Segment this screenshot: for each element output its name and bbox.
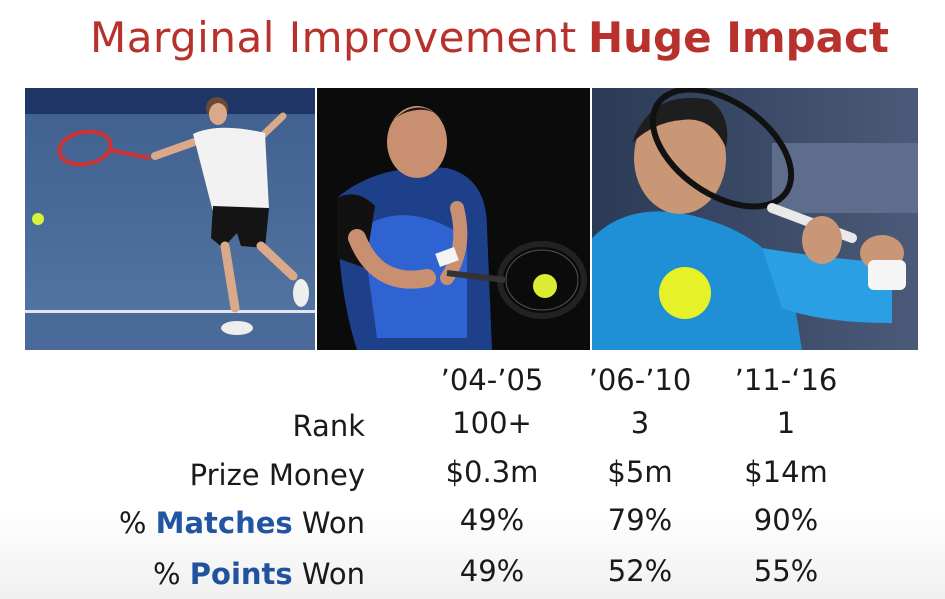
tennis-player-photo-mid [317, 88, 590, 350]
matches-won-value: 90% [753, 503, 819, 537]
prize-money-value: $14m [744, 455, 828, 489]
rank-value: 3 [630, 406, 650, 440]
row-label-prize-money: Prize Money [189, 458, 365, 492]
row-label-matches-won: % Matches Won [119, 505, 365, 541]
period-header-3: ’11-‘16 [734, 363, 838, 397]
row-label-points-won: % Points Won [153, 556, 365, 592]
tennis-player-photo-late [592, 88, 918, 350]
label-highlight-matches: Matches [155, 506, 293, 540]
period-header-1: ’04-’05 [440, 363, 544, 397]
headline-huge-impact: Huge Impact [588, 13, 889, 62]
label-prefix: % [118, 506, 156, 540]
rank-value: 1 [776, 406, 796, 440]
prize-money-value: $5m [607, 455, 673, 489]
points-won-value: 52% [607, 554, 673, 588]
tennis-player-photo-early [25, 88, 315, 350]
prize-money-value: $0.3m [445, 455, 539, 489]
label-prefix: % [153, 557, 190, 591]
points-won-value: 49% [459, 554, 525, 588]
label-suffix: Won [292, 506, 365, 540]
headline-marginal-improvement: Marginal Improvement [90, 13, 577, 62]
label-highlight-points: Points [189, 557, 293, 591]
points-won-value: 55% [753, 554, 819, 588]
rank-value: 100+ [452, 406, 532, 440]
period-header-2: ’06-’10 [588, 363, 692, 397]
matches-won-value: 79% [607, 503, 673, 537]
matches-won-value: 49% [459, 503, 525, 537]
row-label-rank: Rank [292, 409, 365, 443]
label-suffix: Won [292, 557, 365, 591]
